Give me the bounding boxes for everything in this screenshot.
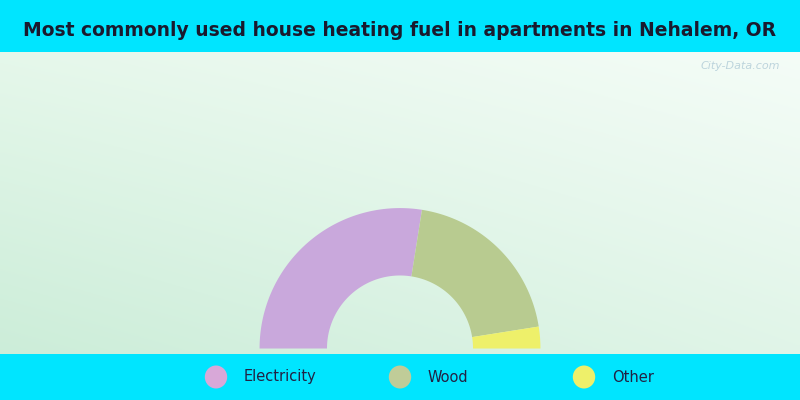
Ellipse shape <box>389 366 411 388</box>
Text: Wood: Wood <box>428 370 469 384</box>
Text: Most commonly used house heating fuel in apartments in Nehalem, OR: Most commonly used house heating fuel in… <box>23 21 777 40</box>
Text: Other: Other <box>612 370 654 384</box>
Text: City-Data.com: City-Data.com <box>701 61 780 71</box>
Polygon shape <box>411 210 538 337</box>
Ellipse shape <box>205 366 227 388</box>
Polygon shape <box>259 208 422 348</box>
Text: Electricity: Electricity <box>244 370 317 384</box>
Ellipse shape <box>573 366 595 388</box>
Polygon shape <box>472 326 541 348</box>
